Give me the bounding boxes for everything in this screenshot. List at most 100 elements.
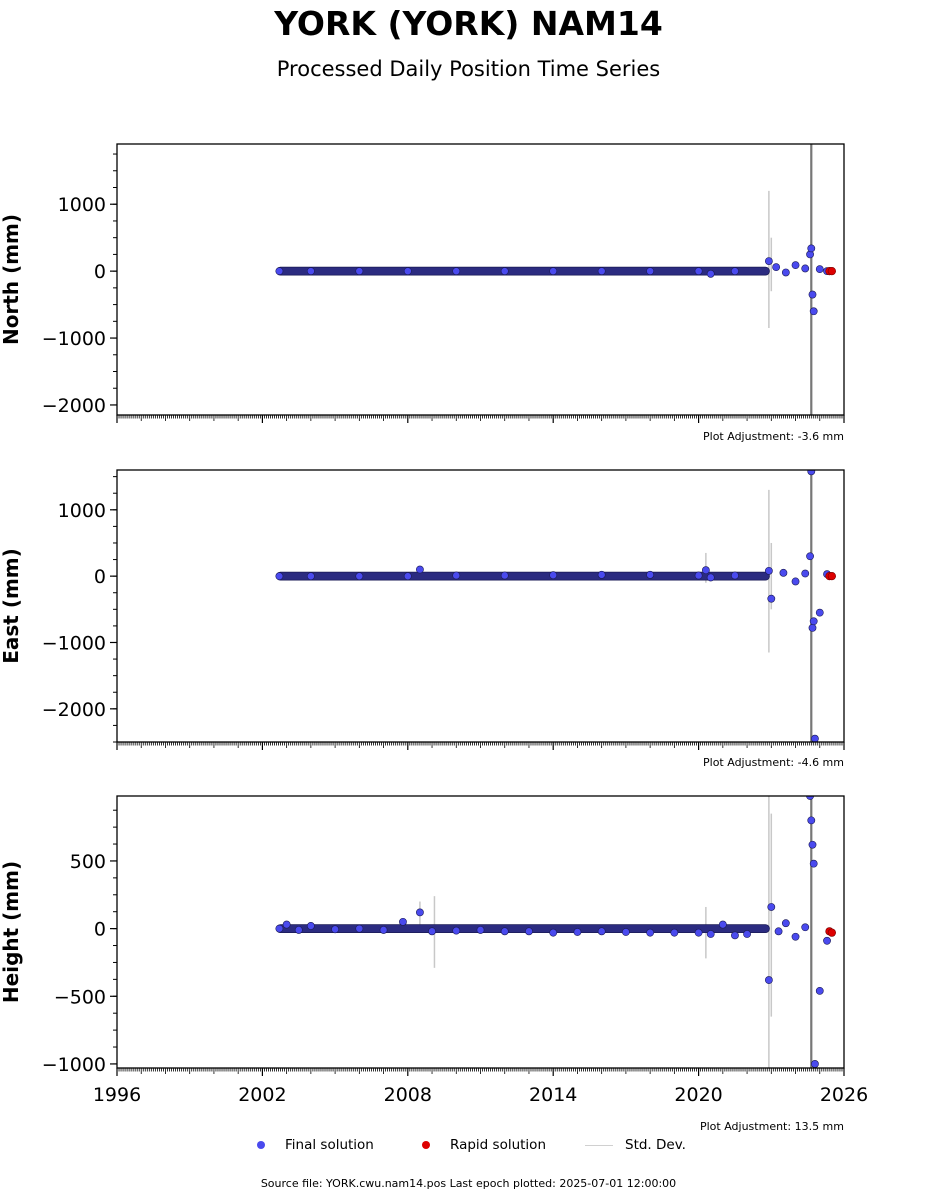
final-solution-point bbox=[403, 572, 412, 581]
y-tick-label: −1000 bbox=[42, 328, 106, 350]
final-solution-point bbox=[791, 577, 800, 586]
final-solution-point bbox=[764, 976, 773, 984]
final-solution-point bbox=[694, 267, 703, 276]
final-solution-point bbox=[801, 569, 810, 578]
legend-final: Final solution bbox=[257, 1137, 374, 1153]
rapid-solution-point bbox=[827, 267, 836, 276]
final-solution-point bbox=[476, 926, 485, 934]
final-solution-point bbox=[306, 267, 315, 276]
final-solution-point bbox=[823, 936, 831, 945]
final-solution-point bbox=[306, 572, 315, 581]
x-tick-label: 2008 bbox=[384, 1084, 432, 1106]
final-solution-point bbox=[781, 919, 790, 928]
legend-stddev-label: Std. Dev. bbox=[625, 1137, 686, 1153]
plot-area bbox=[275, 144, 836, 415]
final-solution-point bbox=[743, 930, 751, 938]
x-tick-label: 2020 bbox=[674, 1084, 722, 1106]
plot-adjustment-label: Plot Adjustment: 13.5 mm bbox=[700, 1120, 844, 1133]
final-solution-point bbox=[355, 267, 364, 276]
legend-final-label: Final solution bbox=[285, 1137, 374, 1153]
final-solution-point bbox=[597, 267, 606, 276]
final-solution-point bbox=[452, 267, 461, 276]
rapid-solution-point bbox=[827, 572, 836, 581]
final-solution-point bbox=[806, 552, 814, 561]
final-solution-point bbox=[275, 572, 284, 581]
final-solution-point bbox=[416, 565, 424, 574]
final-solution-point bbox=[811, 1060, 819, 1068]
final-solution-point bbox=[731, 931, 739, 940]
final-solution-point bbox=[809, 307, 818, 316]
final-solution-point bbox=[275, 924, 284, 933]
final-solution-point bbox=[808, 290, 817, 299]
final-solution-point bbox=[379, 926, 388, 934]
y-tick-label: −2000 bbox=[42, 395, 106, 417]
x-tick-label: 2002 bbox=[238, 1084, 286, 1106]
final-solution-point bbox=[331, 925, 339, 934]
legend-rapid-marker bbox=[422, 1141, 430, 1149]
final-solution-point bbox=[355, 924, 364, 933]
final-solution-point bbox=[767, 903, 776, 911]
y-tick-label: −1000 bbox=[42, 1054, 106, 1076]
final-solution-point bbox=[706, 573, 715, 582]
final-solution-point bbox=[549, 267, 558, 276]
final-solution-point bbox=[718, 920, 727, 929]
final-solution-point bbox=[807, 244, 816, 253]
final-solution-point bbox=[808, 623, 817, 632]
final-solution-point bbox=[791, 932, 800, 941]
final-solution-point bbox=[549, 928, 558, 937]
source-footer: Source file: YORK.cwu.nam14.pos Last epo… bbox=[260, 1177, 677, 1190]
final-solution-point bbox=[781, 268, 790, 277]
final-solution-point bbox=[549, 571, 558, 580]
final-solution-point bbox=[767, 594, 776, 603]
final-solution-point bbox=[416, 908, 424, 917]
y-tick-label: 0 bbox=[94, 261, 106, 283]
final-solution-point bbox=[646, 267, 655, 276]
final-solution-point bbox=[622, 928, 630, 936]
final-solution-point bbox=[801, 264, 810, 273]
final-solution-point bbox=[294, 926, 303, 934]
final-solution-point bbox=[809, 859, 818, 868]
panel-frame bbox=[116, 143, 845, 416]
y-axis-label: North (mm) bbox=[0, 214, 23, 345]
final-solution-point bbox=[808, 840, 817, 849]
y-tick-label: −2000 bbox=[42, 699, 106, 721]
final-solution-point bbox=[573, 928, 582, 936]
final-solution-point bbox=[452, 926, 461, 935]
final-solution-point bbox=[811, 734, 819, 742]
legend-stddev-line bbox=[585, 1144, 613, 1146]
final-solution-point bbox=[597, 570, 606, 579]
panel-frame bbox=[116, 469, 845, 743]
final-solution-point bbox=[731, 571, 739, 580]
plot-adjustment-label: Plot Adjustment: -4.6 mm bbox=[703, 756, 844, 769]
legend-rapid-label: Rapid solution bbox=[450, 1137, 546, 1153]
y-axis-label: Height (mm) bbox=[0, 861, 23, 1003]
legend-stddev: Std. Dev. bbox=[585, 1137, 686, 1153]
final-solution-point bbox=[306, 922, 315, 930]
final-solution-point bbox=[500, 927, 509, 936]
final-solution-point bbox=[646, 570, 655, 579]
plot-adjustment-label: Plot Adjustment: -3.6 mm bbox=[703, 430, 844, 443]
final-solution-point bbox=[275, 267, 284, 276]
y-axis-label: East (mm) bbox=[0, 548, 23, 664]
legend: Final solution Rapid solution Std. Dev. bbox=[0, 1137, 937, 1159]
y-tick-label: 1000 bbox=[58, 194, 106, 216]
y-tick-label: −500 bbox=[54, 986, 106, 1008]
y-tick-label: 0 bbox=[94, 919, 106, 941]
final-solution-point bbox=[399, 917, 407, 926]
final-solution-point bbox=[428, 927, 436, 936]
y-tick-label: −1000 bbox=[42, 632, 106, 654]
final-solution-point bbox=[694, 928, 703, 937]
final-solution-point bbox=[646, 928, 655, 937]
final-solution-point bbox=[807, 816, 816, 825]
panel-1: 1000 0 −1000 −2000 North (mm) Plot Adjustment… bbox=[0, 143, 845, 443]
final-solution-point bbox=[809, 617, 818, 626]
final-solution-point bbox=[815, 265, 824, 274]
plot-area bbox=[275, 470, 836, 742]
final-solution-point bbox=[706, 269, 715, 278]
final-solution-point bbox=[731, 267, 739, 276]
y-tick-label: 1000 bbox=[58, 500, 106, 522]
rapid-solution-point bbox=[827, 928, 836, 937]
final-solution-point bbox=[764, 257, 773, 265]
final-solution-point bbox=[500, 571, 509, 580]
